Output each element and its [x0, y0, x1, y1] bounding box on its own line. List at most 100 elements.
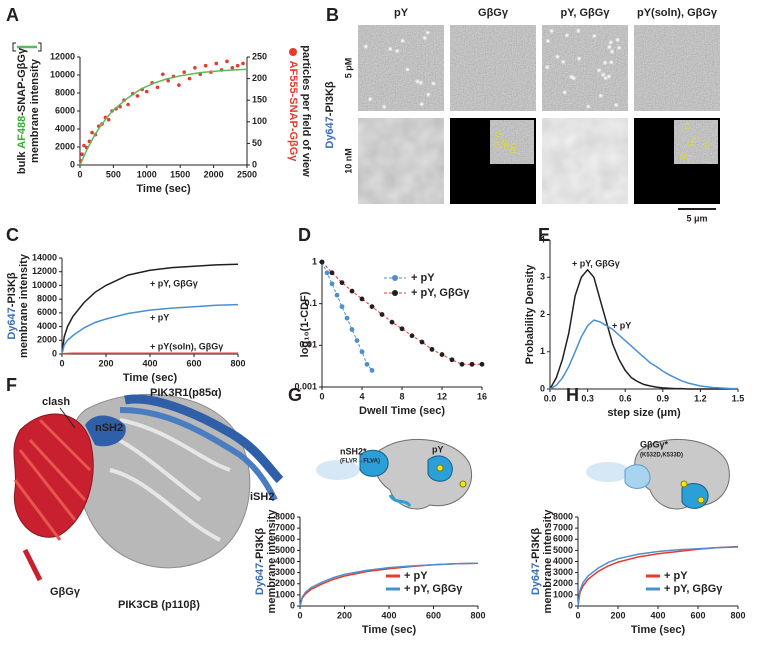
data-point [399, 326, 405, 332]
series-label: + pY [612, 320, 631, 330]
axis-label-part: membrane intensity [266, 509, 278, 614]
legend-label: + pY [664, 570, 688, 582]
x-tick-label: 0 [575, 610, 580, 620]
y-tick-label: 5000 [275, 545, 295, 555]
panel-letter: D [298, 225, 311, 245]
inset-spot [692, 136, 699, 143]
single-molecule-spot [395, 49, 399, 53]
y-tick-label: 2000 [275, 578, 295, 588]
x-tick-label: 200 [98, 358, 113, 368]
data-point [203, 63, 208, 68]
red-sample [289, 48, 297, 56]
column-header: pY, GβGγ [561, 7, 611, 19]
y-tick-label: 1 [312, 256, 317, 266]
cartoon-g [316, 438, 472, 510]
data-point [155, 85, 160, 90]
series-line [549, 268, 738, 390]
micrograph [358, 118, 444, 204]
ish2-helix-2 [119, 407, 278, 502]
x-tick-label: 0.6 [619, 393, 632, 403]
x-tick-label: 600 [186, 358, 201, 368]
legend-label: + pY [404, 570, 428, 582]
y-tick-label: 0 [540, 383, 545, 393]
clash-pointer [59, 407, 76, 429]
single-molecule-spot [607, 74, 611, 79]
x-tick-label: 200 [610, 610, 625, 620]
x-tick-label: 2500 [237, 169, 257, 179]
structure-label: nSH2 [95, 422, 123, 434]
single-molecule-spot [617, 46, 621, 50]
structure-label: clash [42, 396, 70, 408]
data-point [469, 361, 475, 367]
y2-axis-label: particles per field of view [300, 45, 312, 177]
x-tick-label: 200 [337, 610, 352, 620]
axis-label-part: -PI3Kβ [530, 528, 542, 563]
series-line [549, 319, 738, 390]
y-tick-label: 0 [70, 159, 75, 169]
y-tick-label: 1000 [553, 589, 573, 599]
inset-spot [494, 131, 501, 138]
y-tick-label: 2 [540, 309, 545, 319]
legend-label: + pY, GβGγ [411, 287, 470, 299]
x-tick-label: 800 [730, 610, 745, 620]
panel-letter: H [566, 385, 579, 405]
gbg-shape [624, 464, 651, 489]
axis-label-part: AF555-SNAP-GβGγ [287, 61, 299, 163]
single-molecule-spot [603, 76, 608, 80]
single-molecule-spot [572, 76, 576, 80]
linker [388, 494, 412, 507]
data-point [225, 59, 229, 64]
y-tick-label: 10000 [32, 280, 57, 290]
y-axis-label: Dy647-PI3Kβ [6, 272, 18, 340]
legend-symbols [12, 42, 297, 56]
structure-label: PIK3CB (p110β) [118, 599, 200, 611]
data-point [235, 63, 240, 68]
y2-tick-label: 150 [252, 95, 267, 105]
y-tick-label: 4000 [55, 123, 75, 133]
x-tick-label: 0 [319, 391, 324, 401]
x-tick-label: 0 [297, 610, 302, 620]
series-label: + pY, GβGγ [150, 278, 198, 288]
data-point [106, 117, 111, 122]
micrograph [358, 25, 444, 111]
x-tick-label: 800 [470, 610, 485, 620]
nsh2-shape [359, 449, 389, 477]
panel-letter: A [6, 5, 19, 25]
axis-label-part: membrane intensity [18, 253, 30, 358]
x-tick-label: 600 [426, 610, 441, 620]
cartoon-h [586, 438, 730, 510]
data-point [82, 143, 86, 148]
data-point [329, 281, 335, 287]
y-axis-label: Dy647-PI3Kβ [254, 528, 266, 596]
y-tick-label: 3 [540, 272, 545, 282]
data-point [126, 102, 130, 107]
y-tick-label: 0 [52, 348, 57, 358]
legend-label: + pY, GβGγ [404, 583, 463, 595]
single-molecule-spot [586, 104, 590, 109]
y-tick-label: 5000 [553, 545, 573, 555]
x-axis-label: Time (sec) [362, 624, 417, 636]
data-point [349, 327, 355, 332]
column-header: pY [394, 7, 409, 19]
y2-tick-label: 250 [252, 51, 267, 61]
axis-label-part: log₁₀(1-CDF) [299, 291, 311, 357]
panel-letter: C [6, 225, 19, 245]
single-molecule-spot [426, 92, 430, 97]
axis-label-part: Dy647 [530, 563, 542, 595]
x-tick-label: 0.9 [657, 393, 670, 403]
y-tick-label: 3000 [553, 567, 573, 577]
series-label: + pY [150, 312, 169, 322]
bracket [12, 42, 42, 52]
data-point [369, 304, 375, 310]
y-tick-label: 8000 [553, 511, 573, 521]
y-tick-label: 6000 [37, 307, 57, 317]
column-header: GβGγ [478, 7, 509, 19]
y-tick-label: 2000 [37, 335, 57, 345]
membrane-cloud [586, 462, 630, 482]
axis-label-part: bulk [16, 149, 28, 174]
protein-label: Dy647-PI3Kβ [324, 81, 336, 149]
axis-label-part: -SNAP-GβGγ [16, 47, 28, 116]
y-tick-label: 0.001 [294, 381, 317, 391]
data-point [379, 312, 385, 317]
legend-marker [392, 290, 398, 296]
